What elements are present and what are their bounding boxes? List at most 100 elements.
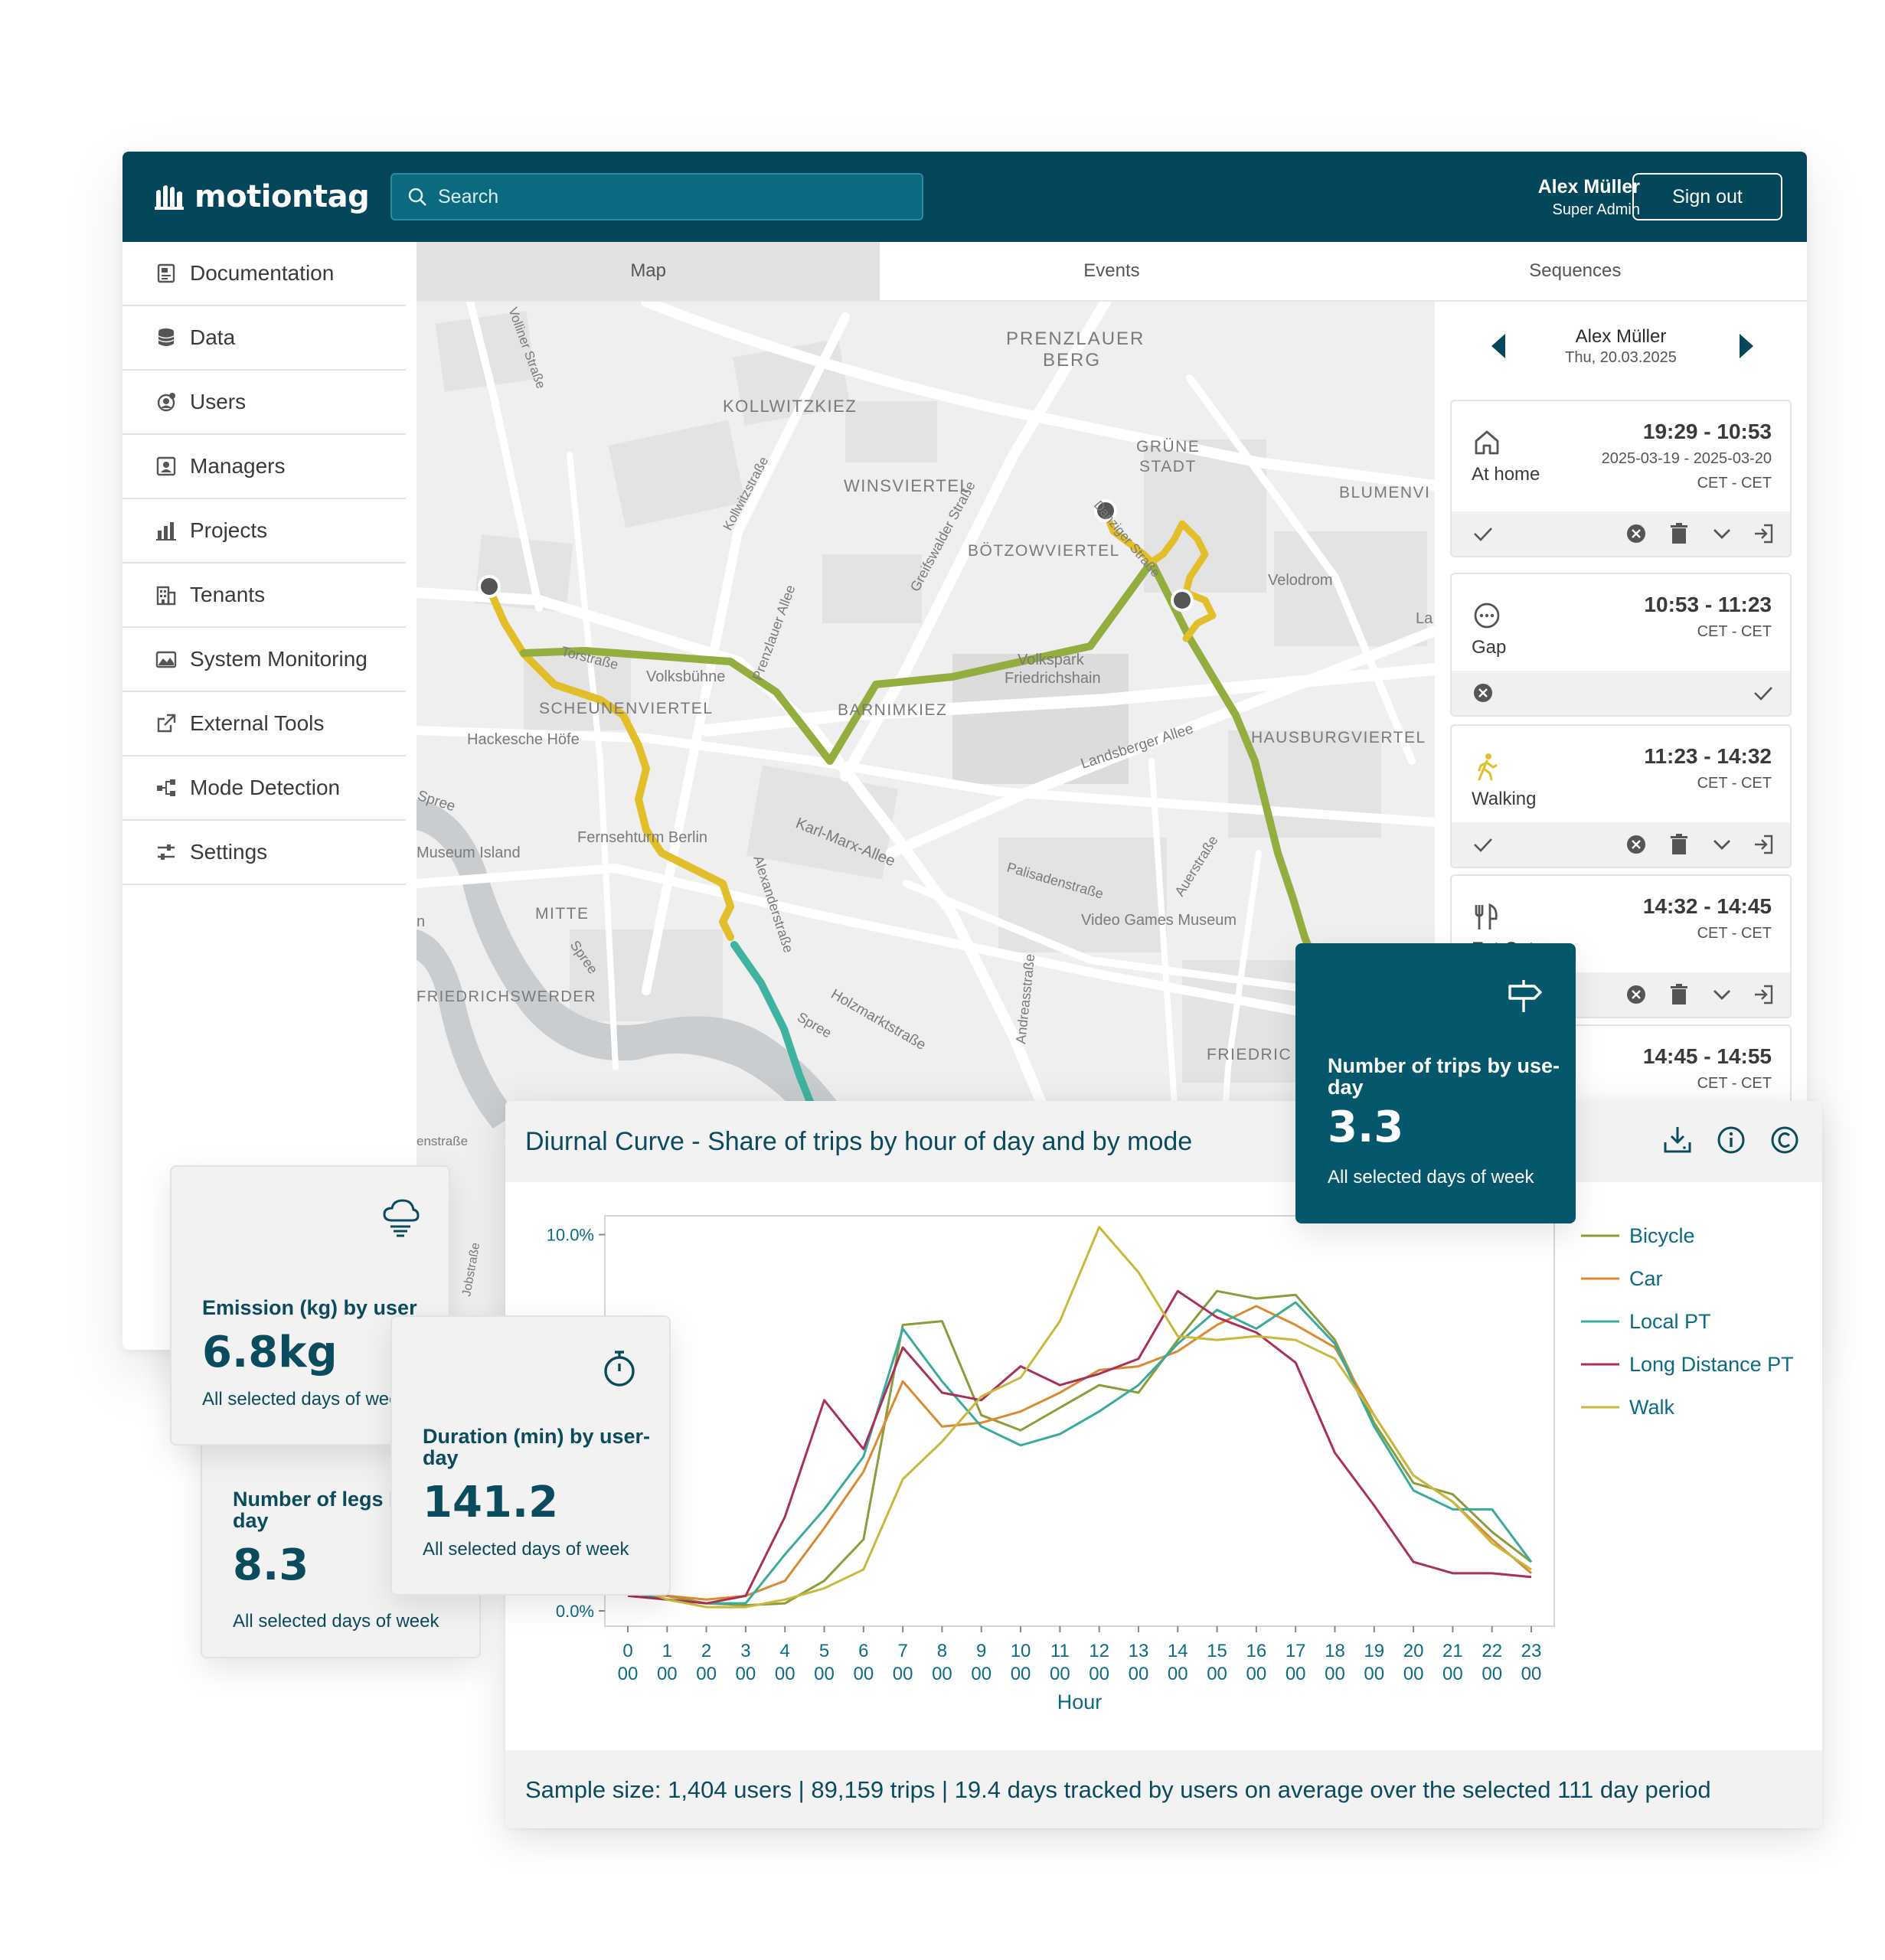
x-tick-label: 18 <box>1325 1641 1345 1661</box>
x-tick-label: 00 <box>814 1664 835 1684</box>
card-time: 14:45 - 14:55 <box>1642 1044 1772 1068</box>
kpi-value: 8.3 <box>233 1540 309 1590</box>
logo-text: motiontag <box>194 179 370 214</box>
x-tick-label: 00 <box>775 1664 795 1684</box>
logo[interactable]: motiontag <box>153 178 370 216</box>
sidebar-item-managers[interactable]: Managers <box>123 435 406 499</box>
trash-icon[interactable] <box>1668 833 1691 856</box>
card-actions <box>1452 511 1790 556</box>
map-label: BLUMENVI <box>1339 484 1430 501</box>
map-label: FRIEDRICHSWERDER <box>417 988 596 1005</box>
chevron-down-icon[interactable] <box>1710 983 1733 1006</box>
sidebar-item-tenants[interactable]: Tenants <box>123 564 406 628</box>
sidebar-item-settings[interactable]: Settings <box>123 821 406 885</box>
x-tick-label: 00 <box>1089 1664 1109 1684</box>
card-label: At home <box>1472 464 1540 485</box>
next-day-icon[interactable] <box>1738 334 1755 358</box>
sidebar-item-label: System Monitoring <box>190 647 368 671</box>
confirm-icon[interactable] <box>1472 522 1495 545</box>
x-tick-label: 00 <box>657 1664 678 1684</box>
kpi-value: 141.2 <box>423 1478 559 1527</box>
reject-icon[interactable] <box>1625 522 1648 545</box>
trash-icon[interactable] <box>1668 983 1691 1006</box>
x-tick-label: 00 <box>1325 1664 1345 1684</box>
reject-icon[interactable] <box>1472 681 1495 704</box>
map-label: La <box>1416 610 1433 627</box>
map-label: BÖTZOWVIERTEL <box>968 542 1120 560</box>
stop-marker[interactable] <box>1094 499 1117 522</box>
stop-marker[interactable] <box>478 575 501 598</box>
mode-detection-icon <box>155 776 178 799</box>
info-icon[interactable] <box>1715 1124 1747 1156</box>
tab-sequences[interactable]: Sequences <box>1529 260 1622 281</box>
confirm-icon[interactable] <box>1472 833 1495 856</box>
sidebar: Documentation Data Users Managers Projec… <box>123 242 406 1350</box>
documentation-icon <box>155 262 178 285</box>
x-tick-label: 00 <box>893 1664 913 1684</box>
merge-icon[interactable] <box>1752 522 1775 545</box>
card-actions <box>1452 671 1790 715</box>
sidebar-item-data[interactable]: Data <box>123 306 406 371</box>
sign-out-button[interactable]: Sign out <box>1632 173 1782 220</box>
trash-icon[interactable] <box>1668 522 1691 545</box>
chart-footer: Sample size: 1,404 users | 89,159 trips … <box>505 1750 1822 1828</box>
route-walk-1 <box>485 585 734 941</box>
x-tick-label: 5 <box>819 1641 829 1661</box>
merge-icon[interactable] <box>1752 833 1775 856</box>
search-input[interactable]: Search <box>390 173 923 220</box>
reject-icon[interactable] <box>1625 833 1648 856</box>
river-channel <box>417 929 516 1129</box>
sidebar-item-external-tools[interactable]: External Tools <box>123 692 406 756</box>
sidebar-item-documentation[interactable]: Documentation <box>123 242 406 306</box>
x-tick-label: 3 <box>740 1641 750 1661</box>
sidebar-item-users[interactable]: Users <box>123 371 406 435</box>
map-label: SCHEUNENVIERTEL <box>539 700 714 717</box>
chevron-down-icon[interactable] <box>1710 833 1733 856</box>
x-tick-label: 00 <box>1442 1664 1463 1684</box>
card-timezone: CET - CET <box>1697 925 1772 942</box>
reject-icon[interactable] <box>1625 983 1648 1006</box>
card-timezone: CET - CET <box>1697 475 1772 492</box>
confirm-icon[interactable] <box>1752 681 1775 704</box>
sidebar-item-system-monitoring[interactable]: System Monitoring <box>123 628 406 692</box>
x-tick-label: 00 <box>696 1664 717 1684</box>
x-tick-label: 00 <box>853 1664 874 1684</box>
tab-events[interactable]: Events <box>1083 260 1140 281</box>
y-tick-label: 0.0% <box>556 1602 594 1621</box>
sidebar-item-projects[interactable]: Projects <box>123 499 406 564</box>
route-bicycle-1 <box>520 558 1155 765</box>
sliders-icon <box>155 841 178 864</box>
map-label: Velodrom <box>1268 572 1333 589</box>
legend-label: Long Distance PT <box>1629 1353 1794 1376</box>
building-icon <box>155 583 178 606</box>
chevron-down-icon[interactable] <box>1710 522 1733 545</box>
tab-map[interactable]: Map <box>417 242 880 300</box>
map-label: Friedrichshain <box>1005 670 1101 687</box>
timeline-card-at-home[interactable]: At home 19:29 - 10:53 2025-03-19 - 2025-… <box>1450 400 1792 557</box>
kpi-subtitle: All selected days of week <box>202 1389 409 1410</box>
stop-marker[interactable] <box>1171 589 1194 612</box>
timeline-card-walking[interactable]: Walking 11:23 - 14:32 CET - CET <box>1450 724 1792 868</box>
copyright-icon[interactable] <box>1769 1124 1801 1156</box>
map-label: Video Games Museum <box>1081 912 1237 929</box>
previous-day-icon[interactable] <box>1490 334 1507 358</box>
monitoring-icon <box>155 648 178 671</box>
card-actions <box>1452 822 1790 867</box>
merge-icon[interactable] <box>1752 983 1775 1006</box>
cloud-emission-icon <box>380 1197 421 1239</box>
cutlery-icon <box>1472 902 1502 933</box>
x-tick-label: 00 <box>971 1664 992 1684</box>
sidebar-item-label: Tenants <box>190 583 266 606</box>
x-axis-title: Hour <box>1057 1690 1103 1713</box>
motiontag-logo-icon <box>155 185 184 210</box>
walking-icon <box>1472 752 1502 782</box>
gap-icon <box>1472 600 1502 631</box>
stopwatch-icon <box>599 1348 640 1389</box>
diurnal-curve-panel: Diurnal Curve - Share of trips by hour o… <box>505 1101 1822 1828</box>
download-icon[interactable] <box>1661 1124 1694 1156</box>
map-label: PRENZLAUER <box>1006 328 1145 349</box>
timeline-card-gap[interactable]: Gap 10:53 - 11:23 CET - CET <box>1450 573 1792 717</box>
user-name: Alex Müller <box>1537 176 1640 198</box>
sidebar-item-mode-detection[interactable]: Mode Detection <box>123 756 406 821</box>
series-line-walk <box>627 1226 1532 1609</box>
